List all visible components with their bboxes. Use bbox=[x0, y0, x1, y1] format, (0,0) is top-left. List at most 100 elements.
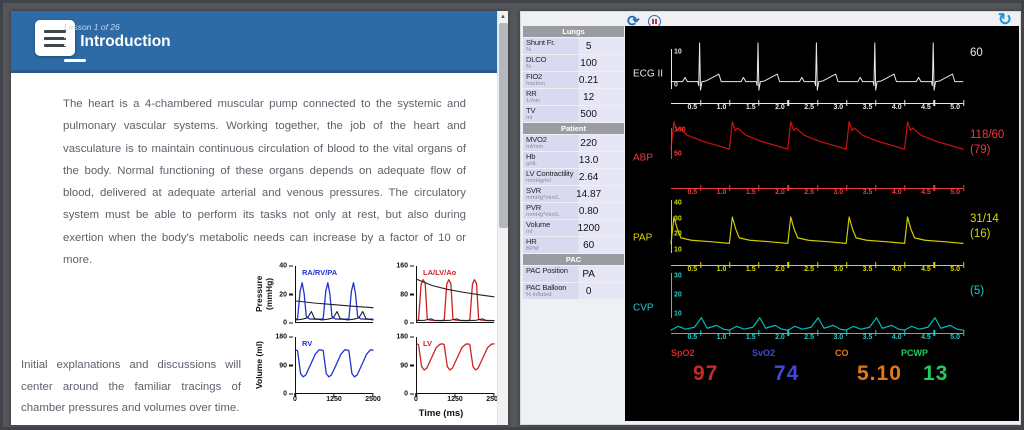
section-header-patient: Patient bbox=[523, 123, 624, 134]
lv-volume-chart: LV 180 90 0 0 1250 2500 bbox=[396, 333, 502, 404]
section-header-lungs: Lungs bbox=[523, 26, 624, 37]
page-title: 1. Introduction bbox=[63, 33, 171, 50]
param-row: RR 1/min 12 bbox=[523, 89, 624, 105]
param-unit: mmHg*min/L bbox=[526, 194, 560, 201]
numeric-value: 97 bbox=[693, 362, 719, 385]
param-label: FIO2 bbox=[526, 72, 543, 81]
param-unit: ml bbox=[526, 114, 533, 121]
cvp-label: CVP bbox=[633, 302, 654, 314]
ecg-waveform bbox=[671, 34, 963, 103]
cvp-value: (5) bbox=[970, 285, 985, 297]
scroll-up-arrow-icon[interactable]: ▲ bbox=[498, 11, 508, 23]
menu-button[interactable] bbox=[35, 20, 75, 56]
left-heart-pressure-waveform bbox=[417, 266, 494, 322]
param-value[interactable]: 0 bbox=[585, 285, 592, 297]
pap-waveform bbox=[671, 200, 963, 265]
numeric-readout: PCWP 13 bbox=[901, 348, 948, 386]
param-value[interactable]: 14.87 bbox=[576, 188, 602, 200]
numeric-readout: SvO2 74 bbox=[752, 348, 799, 386]
lesson-scrollbar[interactable]: ▲ bbox=[497, 11, 508, 425]
param-row: PVR mmHg*min/L 0.80 bbox=[523, 203, 624, 219]
abp-strip: ABP 100 50 0.5 1.0 1.5 2.0 2.5 3.0 3.5 4.0 4.5 5.0… bbox=[625, 116, 1019, 199]
pap-strip: PAP 40 30 20 10 0.5 1.0 1.5 2.0 2.5 3.0 3.5 4.0 4.5… bbox=[625, 200, 1019, 276]
parameter-table: Lungs Shunt Fr. % 5 DLCO % 100 bbox=[523, 26, 624, 300]
numeric-value: 5.10 bbox=[857, 362, 902, 385]
numeric-label: CO bbox=[835, 348, 849, 358]
param-unit: % inflated bbox=[526, 291, 552, 298]
time-axis-label: Time (ms) bbox=[418, 408, 464, 419]
pap-value: 31/14 (16) bbox=[970, 213, 999, 240]
param-label: PVR bbox=[526, 203, 542, 212]
param-value[interactable]: 2.64 bbox=[578, 171, 599, 183]
param-row: PAC Position PA bbox=[523, 266, 624, 282]
param-value[interactable]: 0.80 bbox=[578, 205, 599, 217]
menu-icon bbox=[44, 29, 66, 33]
param-value[interactable]: PA bbox=[582, 268, 595, 280]
param-row: HR BPM 60 bbox=[523, 237, 624, 253]
param-value[interactable]: 220 bbox=[580, 137, 597, 149]
param-value[interactable]: 0.21 bbox=[578, 74, 599, 86]
param-value[interactable]: 13.0 bbox=[578, 154, 599, 166]
param-label: Hb bbox=[526, 152, 536, 161]
param-label: PAC Balloon bbox=[526, 283, 567, 292]
lv-volume-waveform bbox=[417, 337, 494, 393]
param-value[interactable]: 1200 bbox=[577, 222, 600, 234]
right-heart-pressure-waveform bbox=[296, 266, 373, 322]
param-unit: % bbox=[526, 63, 532, 70]
param-unit: ml/min bbox=[526, 143, 544, 150]
simulator-panel: ⟳ ↻ Lungs Shunt Fr. % 5 DLCO % bbox=[520, 10, 1021, 425]
sync-icon[interactable]: ⟳ bbox=[627, 13, 640, 30]
ecg-strip: ECG II 10 0 0.5 1.0 1.5 2.0 2.5 3.0 3.5 4.0 4.5 5.… bbox=[625, 34, 1019, 114]
param-value[interactable]: 5 bbox=[585, 40, 592, 52]
reload-icon[interactable]: ↻ bbox=[997, 10, 1012, 29]
abp-waveform bbox=[671, 116, 963, 188]
param-label: TV bbox=[526, 106, 536, 115]
abp-label: ABP bbox=[633, 152, 654, 163]
param-row: Shunt Fr. % 5 bbox=[523, 38, 624, 54]
param-label: DLCO bbox=[526, 55, 547, 64]
param-value[interactable]: 500 bbox=[580, 108, 597, 120]
param-row: SVR mmHg*min/L 14.87 bbox=[523, 186, 624, 202]
param-label: HR bbox=[526, 237, 537, 246]
param-unit: ml bbox=[526, 228, 533, 235]
param-label: Volume bbox=[526, 220, 551, 229]
param-label: PAC Position bbox=[526, 266, 568, 275]
lesson-panel: Lesson 1 of 26 1. Introduction The heart… bbox=[11, 11, 508, 425]
lesson-paragraph-2: Initial explanations and discussions wil… bbox=[21, 359, 241, 414]
scrollbar-thumb[interactable] bbox=[499, 23, 508, 228]
param-unit: mmHg/ml bbox=[526, 177, 551, 184]
lesson-paragraph-1: The heart is a 4-chambered muscular pump… bbox=[63, 98, 466, 267]
param-row: Hb g/dL 13.0 bbox=[523, 152, 624, 168]
lesson-progress-label: Lesson 1 of 26 bbox=[64, 22, 120, 32]
numeric-value: 74 bbox=[774, 362, 800, 385]
param-label: SVR bbox=[526, 186, 542, 195]
numeric-readout: CO 5.10 bbox=[835, 348, 902, 386]
numeric-label: PCWP bbox=[901, 348, 928, 358]
rv-volume-waveform bbox=[296, 337, 373, 393]
param-value[interactable]: 60 bbox=[583, 239, 595, 251]
param-row: FIO2 fraction 0.21 bbox=[523, 72, 624, 88]
param-row: MVO2 ml/min 220 bbox=[523, 135, 624, 151]
chart-title: LA/LV/Ao bbox=[423, 268, 457, 277]
param-unit: fraction bbox=[526, 80, 546, 87]
param-label: RR bbox=[526, 89, 537, 98]
param-unit: mmHg*min/L bbox=[526, 211, 560, 218]
param-label: Shunt Fr. bbox=[526, 38, 556, 47]
param-value[interactable]: 100 bbox=[580, 57, 597, 69]
param-row: Volume ml 1200 bbox=[523, 220, 624, 236]
param-row: TV ml 500 bbox=[523, 106, 624, 122]
param-value[interactable]: 12 bbox=[583, 91, 595, 103]
lesson-header: Lesson 1 of 26 1. Introduction bbox=[11, 11, 497, 73]
pap-label: PAP bbox=[633, 232, 653, 244]
param-label: MVO2 bbox=[526, 135, 547, 144]
param-row: DLCO % 100 bbox=[523, 55, 624, 71]
patient-rows: MVO2 ml/min 220 Hb g/dL 13.0 LV Contract… bbox=[523, 135, 624, 253]
title-underline bbox=[64, 59, 86, 62]
numeric-readouts: SpO2 97 SvO2 74 CO 5.10 PCWP 13 bbox=[625, 348, 1019, 418]
numeric-label: SpO2 bbox=[671, 348, 695, 358]
param-unit: 1/min bbox=[526, 97, 541, 104]
patient-monitor: ECG II 10 0 0.5 1.0 1.5 2.0 2.5 3.0 3.5 4.0 4.5 5.… bbox=[625, 26, 1019, 421]
right-heart-pressure-chart: RA/RV/PA 40 20 0 bbox=[279, 263, 373, 327]
ecg-label: ECG II bbox=[633, 68, 664, 80]
